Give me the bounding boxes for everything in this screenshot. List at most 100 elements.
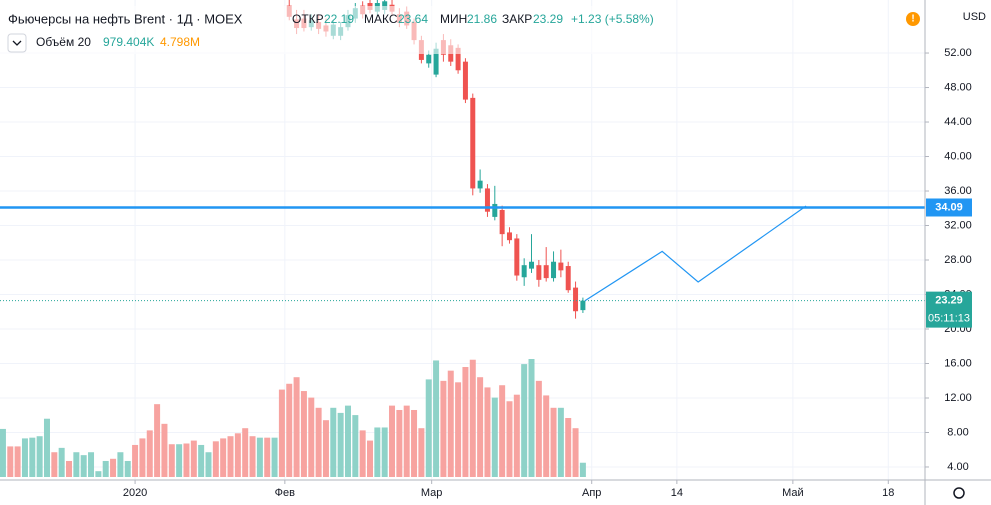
- x-tick-label: 18: [882, 487, 894, 499]
- volume-bar: [396, 409, 403, 477]
- volume-bar: [535, 380, 542, 477]
- collapse-button[interactable]: [7, 33, 27, 53]
- last-price-label: 23.29: [935, 295, 963, 307]
- y-tick-label: 12.00: [944, 392, 972, 404]
- volume-bar: [7, 446, 14, 477]
- volume-bar: [249, 436, 256, 477]
- volume-bar: [337, 412, 344, 477]
- volume-bar: [220, 438, 227, 477]
- forecast-path: [584, 205, 807, 302]
- volume-bar: [14, 446, 21, 477]
- volume-bar: [425, 379, 432, 477]
- volume-bar: [322, 420, 329, 477]
- volume-bar: [455, 382, 462, 477]
- candle-body: [426, 54, 432, 64]
- high-value: 23.64: [398, 12, 428, 26]
- volume-bar: [205, 452, 212, 477]
- currency-label[interactable]: USD: [963, 11, 986, 23]
- candle-body: [484, 188, 490, 212]
- volume-bar: [440, 380, 447, 477]
- candle-body: [514, 238, 520, 276]
- volume-bar: [256, 437, 263, 477]
- volume-bar: [389, 405, 396, 477]
- chart-title: Фьючерсы на нефть Brent · 1Д · MOEX: [8, 11, 243, 26]
- volume-bar: [513, 394, 520, 477]
- volume-bar: [308, 397, 315, 477]
- volume-bar: [176, 444, 183, 477]
- volume-bar: [528, 359, 535, 477]
- y-tick-label: 4.00: [947, 461, 968, 473]
- volume-bar: [315, 407, 322, 477]
- volume-bar: [367, 440, 373, 477]
- x-tick-label: Мар: [421, 487, 443, 499]
- volume-bar: [66, 460, 73, 477]
- y-tick-label: 36.00: [944, 185, 972, 197]
- volume-bar: [51, 452, 58, 477]
- volume-bar: [264, 437, 271, 477]
- low-label: МИН: [440, 12, 467, 26]
- countdown-label: 05:11:13: [928, 313, 970, 325]
- volume-bar: [543, 395, 550, 477]
- volume-bar: [278, 389, 285, 477]
- volume-bar: [80, 455, 87, 477]
- volume-bar: [73, 452, 80, 477]
- y-tick-label: 32.00: [944, 219, 972, 231]
- legend-backdrop: [0, 6, 660, 54]
- y-tick-label: 48.00: [944, 81, 972, 93]
- volume-bar: [447, 370, 454, 477]
- chevron-icon: [12, 40, 22, 46]
- level-label-box: [926, 198, 972, 217]
- volume-bar: [403, 405, 410, 477]
- volume-bar: [227, 436, 234, 477]
- x-tick-label: Май: [782, 487, 804, 499]
- volume-bar: [43, 418, 50, 477]
- volume-bar: [88, 452, 95, 477]
- volume-bar: [411, 409, 418, 477]
- volume-bar: [293, 377, 300, 477]
- warning-icon[interactable]: [906, 12, 920, 26]
- volume-bar: [110, 458, 117, 477]
- volume-bar: [29, 437, 36, 477]
- volume-bar: [550, 407, 557, 477]
- volume-bar: [36, 436, 43, 477]
- settings-icon[interactable]: [953, 487, 965, 499]
- volume-bar: [183, 443, 190, 477]
- y-tick-label: 44.00: [944, 116, 972, 128]
- volume-bar: [433, 360, 440, 477]
- volume-bar: [579, 462, 586, 477]
- level-label: 34.09: [935, 201, 963, 213]
- volume-bar: [168, 444, 175, 477]
- volume-bar: [344, 405, 351, 477]
- volume-bar: [234, 433, 241, 477]
- candle-body: [580, 300, 586, 311]
- candle-body: [470, 97, 476, 189]
- candle-body: [521, 265, 527, 278]
- open-label: ОТКР: [292, 12, 324, 26]
- volume-bar: [491, 397, 498, 477]
- volume-bar: [499, 385, 506, 477]
- volume-average: 4.798M: [160, 35, 200, 49]
- candle-body: [565, 266, 571, 291]
- volume-bar: [352, 415, 359, 477]
- candle-body: [529, 261, 535, 269]
- candle-body: [492, 203, 498, 217]
- x-tick-label: Фев: [275, 487, 295, 499]
- volume-bar: [58, 447, 65, 477]
- y-tick-label: 40.00: [944, 150, 972, 162]
- x-tick-label: 14: [671, 487, 683, 499]
- volume-bar: [117, 452, 124, 477]
- volume-bar: [521, 364, 528, 477]
- volume-bar: [124, 460, 131, 477]
- volume-bar: [271, 437, 278, 477]
- volume-bar: [161, 423, 168, 477]
- volume-bar: [418, 428, 425, 477]
- candle-body: [455, 47, 461, 71]
- candle-body: [506, 232, 512, 241]
- volume-bar: [374, 427, 381, 477]
- volume-bar: [146, 430, 153, 477]
- volume-bar: [330, 407, 337, 477]
- y-tick-label: 28.00: [944, 254, 972, 266]
- close-label: ЗАКР: [502, 12, 532, 26]
- high-label: МАКС: [364, 12, 398, 26]
